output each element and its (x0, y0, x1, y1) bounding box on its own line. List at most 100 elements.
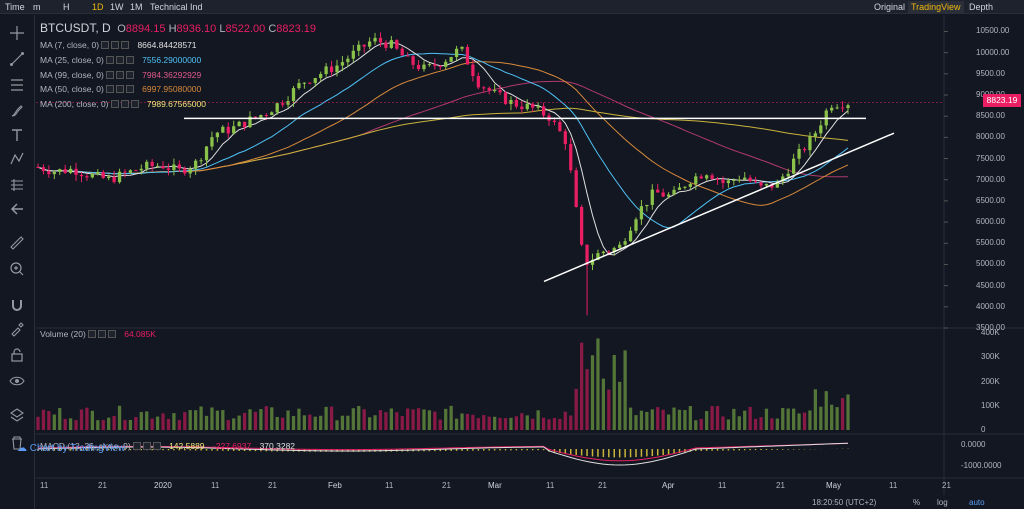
candle-body (661, 192, 665, 197)
volume-legend[interactable]: Volume (20) 64.085K (40, 328, 156, 340)
candle-body (493, 90, 497, 92)
interval-1w-button[interactable]: 1W (110, 2, 124, 12)
eye-icon[interactable] (97, 330, 106, 338)
volume-bar (813, 389, 818, 430)
time-tick-label: 11 (546, 481, 555, 490)
eye-icon[interactable] (9, 373, 25, 389)
close-icon[interactable] (130, 100, 139, 108)
tradingview-logo[interactable]: ☁ Chart by TradingView (17, 442, 125, 456)
pattern-icon[interactable] (9, 151, 25, 167)
eye-icon[interactable] (142, 442, 151, 450)
volume-bar (476, 418, 480, 430)
eye-icon[interactable] (111, 41, 120, 49)
volume-bar (52, 414, 56, 430)
candle-body (449, 57, 453, 62)
volume-bar (406, 408, 410, 430)
candle-body (705, 175, 709, 179)
candle-body (101, 172, 105, 178)
back-arrow-icon[interactable] (9, 201, 25, 217)
candle-body (406, 55, 410, 57)
candle-body (346, 58, 350, 63)
zoom-in-icon[interactable] (9, 261, 25, 277)
volume-bar (536, 410, 540, 430)
ruler-icon[interactable] (9, 235, 25, 251)
candle-body (112, 176, 116, 183)
close-icon[interactable] (125, 85, 134, 93)
candle-body (188, 168, 192, 174)
open-value: 8894.15 (125, 23, 166, 35)
technical-indicators-button[interactable]: Technical Ind (150, 2, 203, 12)
settings-icon[interactable] (105, 85, 114, 93)
eye-icon[interactable] (115, 85, 124, 93)
settings-icon[interactable] (101, 41, 110, 49)
volume-bar (743, 410, 747, 430)
close-icon[interactable] (125, 71, 134, 79)
interval-hours-dropdown[interactable]: H (63, 2, 70, 12)
close-label: C (268, 23, 277, 35)
candle-body (601, 251, 605, 254)
settings-icon[interactable] (132, 442, 141, 450)
brush-icon[interactable] (9, 103, 25, 119)
candle-body (813, 133, 818, 137)
trash-icon[interactable] (9, 435, 25, 451)
time-tick-label: 21 (98, 481, 107, 490)
view-tradingview-button[interactable]: TradingView (908, 1, 964, 13)
interval-1m-button[interactable]: 1M (130, 2, 143, 12)
candle-body (737, 179, 741, 181)
ma7-legend[interactable]: MA (7, close, 0) 8664.84428571 (40, 39, 197, 51)
volume-bar (596, 338, 600, 430)
chart-canvas[interactable] (36, 15, 1024, 509)
candle-body (819, 125, 823, 134)
settings-icon[interactable] (110, 100, 119, 108)
crosshair-icon[interactable] (9, 25, 25, 41)
magnet-icon[interactable] (9, 297, 25, 313)
log-toggle[interactable]: log (937, 498, 948, 507)
candle-body (454, 48, 459, 58)
ma99-legend[interactable]: MA (99, close, 0) 7984.36292929 (40, 69, 201, 81)
eye-icon[interactable] (115, 56, 124, 64)
volume-bar (226, 420, 230, 430)
stay-in-drawing-icon[interactable] (9, 321, 25, 337)
trend-line-icon[interactable] (9, 51, 25, 67)
volume-name: Volume (20) (40, 329, 86, 339)
settings-icon[interactable] (105, 71, 114, 79)
layers-icon[interactable] (9, 407, 25, 423)
lock-icon[interactable] (9, 347, 25, 363)
volume-bar (672, 407, 676, 430)
eye-icon[interactable] (120, 100, 129, 108)
eye-icon[interactable] (115, 71, 124, 79)
close-icon[interactable] (152, 442, 161, 450)
price-tick-label: 5500.00 (976, 238, 1005, 248)
interval-1d-button[interactable]: 1D (92, 2, 104, 12)
macd-legend[interactable]: MACD (12, 26, close, 9) 142.5889 -227.69… (40, 440, 295, 452)
text-icon[interactable] (9, 127, 25, 143)
ma25-legend[interactable]: MA (25, close, 0) 7556.29000000 (40, 54, 201, 66)
chart-area[interactable]: BTCUSDT, D O8894.15 H8936.10 L8522.00 C8… (36, 15, 1024, 509)
candle-body (612, 247, 616, 253)
candle-body (90, 174, 94, 178)
fib-icon[interactable] (9, 77, 25, 93)
ma50-legend[interactable]: MA (50, close, 0) 6997.95080000 (40, 83, 201, 95)
ascending-trend-line (543, 132, 895, 283)
candle-body (596, 253, 600, 260)
view-original-button[interactable]: Original (874, 2, 906, 12)
candle-body (688, 184, 692, 187)
settings-icon[interactable] (87, 330, 96, 338)
prediction-icon[interactable] (9, 177, 25, 193)
close-icon[interactable] (125, 56, 134, 64)
close-icon[interactable] (107, 330, 116, 338)
close-icon[interactable] (121, 41, 130, 49)
time-tick-label: 11 (889, 481, 898, 490)
volume-bar (721, 416, 725, 430)
ma200-legend[interactable]: MA (200, close, 0) 7989.67565000 (40, 98, 206, 110)
auto-toggle[interactable]: auto (969, 498, 985, 507)
volume-bar (378, 410, 383, 430)
interval-minutes-dropdown[interactable]: m (33, 2, 41, 12)
view-depth-button[interactable]: Depth (969, 2, 994, 12)
volume-bar (362, 409, 366, 430)
percent-toggle[interactable]: % (913, 498, 921, 507)
time-tick-label: 11 (211, 481, 220, 490)
symbol-label[interactable]: BTCUSDT, D (40, 21, 111, 35)
candle-body (558, 121, 562, 132)
settings-icon[interactable] (105, 56, 114, 64)
